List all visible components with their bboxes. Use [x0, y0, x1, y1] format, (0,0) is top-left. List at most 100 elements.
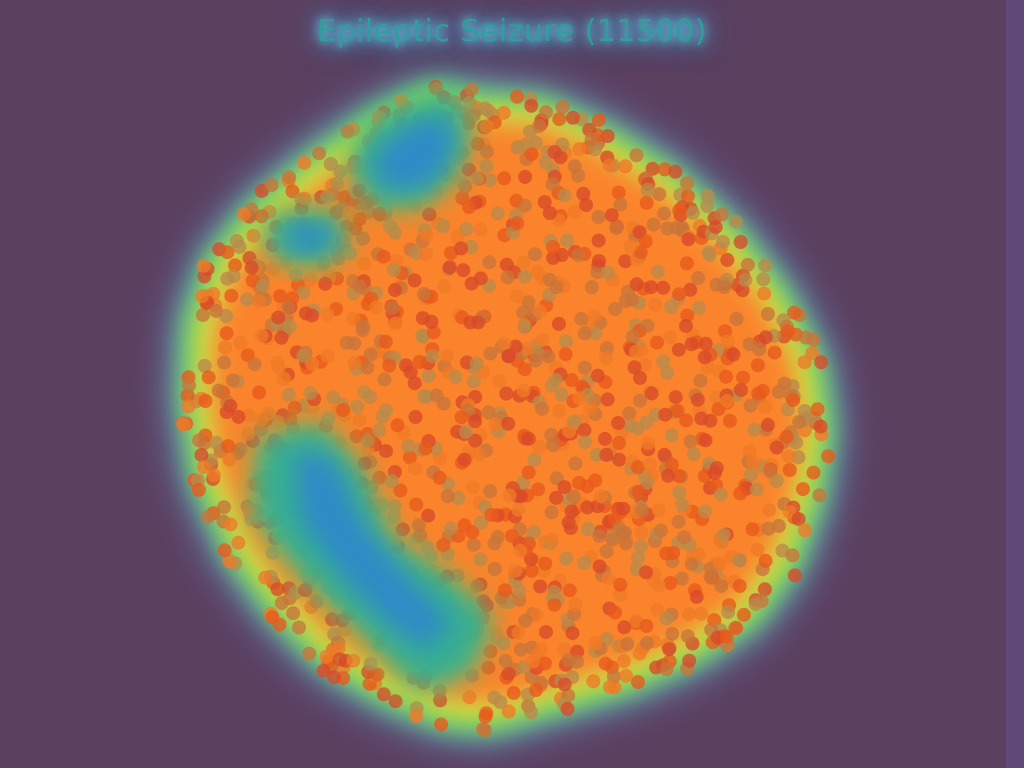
scatter-point: [559, 552, 573, 566]
scatter-point: [419, 247, 433, 261]
scatter-point: [729, 621, 743, 635]
scatter-point: [248, 357, 262, 371]
scatter-point: [436, 538, 450, 552]
scatter-point: [480, 599, 494, 613]
scatter-point: [303, 273, 317, 287]
scatter-point: [265, 178, 279, 192]
scatter-point: [658, 408, 672, 422]
scatter-point: [786, 393, 800, 407]
scatter-point: [690, 590, 704, 604]
scatter-point: [497, 106, 511, 120]
scatter-point: [568, 597, 582, 611]
scatter-point: [632, 485, 646, 499]
scatter-point: [408, 376, 422, 390]
scatter-point: [737, 608, 751, 622]
scatter-point: [510, 90, 524, 104]
scatter-point: [634, 539, 648, 553]
scatter-point: [560, 233, 574, 247]
scatter-point: [347, 356, 361, 370]
scatter-point: [289, 268, 303, 282]
scatter-point: [265, 610, 279, 624]
scatter-point: [312, 146, 326, 160]
scatter-point: [821, 449, 835, 463]
scatter-point: [346, 654, 360, 668]
scatter-point: [440, 349, 454, 363]
scatter-point: [573, 142, 587, 156]
scatter-point: [353, 279, 367, 293]
scatter-point: [467, 374, 481, 388]
scatter-point: [422, 369, 436, 383]
scatter-point: [631, 421, 645, 435]
scatter-point: [417, 287, 431, 301]
scatter-point: [443, 260, 457, 274]
scatter-point: [357, 385, 371, 399]
scatter-point: [503, 489, 517, 503]
scatter-point: [298, 583, 312, 597]
scatter-point: [612, 436, 626, 450]
scatter-point: [343, 246, 357, 260]
scatter-point: [792, 415, 806, 429]
scatter-point: [723, 414, 737, 428]
scatter-point: [552, 317, 566, 331]
scatter-point: [518, 170, 532, 184]
scatter-point: [592, 254, 606, 268]
scatter-point: [408, 273, 422, 287]
scatter-point: [464, 316, 478, 330]
scatter-point: [629, 148, 643, 162]
scatter-point: [320, 308, 334, 322]
scatter-point: [436, 219, 450, 233]
scatter-point: [470, 357, 484, 371]
scatter-point: [356, 232, 370, 246]
scatter-point: [444, 522, 458, 536]
scatter-point: [750, 543, 764, 557]
scatter-point: [708, 466, 722, 480]
scatter-point: [721, 335, 735, 349]
scatter-point: [598, 432, 612, 446]
scatter-point: [502, 349, 516, 363]
scatter-point: [361, 434, 375, 448]
scatter-point: [499, 654, 513, 668]
scatter-point: [437, 279, 451, 293]
scatter-point: [383, 219, 397, 233]
scatter-point: [672, 287, 686, 301]
scatter-point: [488, 562, 502, 576]
scatter-point: [617, 654, 631, 668]
scatter-point: [640, 196, 654, 210]
scatter-point: [746, 522, 760, 536]
scatter-point: [574, 312, 588, 326]
scatter-point: [482, 405, 496, 419]
scatter-point: [663, 331, 677, 345]
scatter-point: [608, 606, 622, 620]
scatter-point: [302, 647, 316, 661]
scatter-point: [377, 687, 391, 701]
scatter-point: [532, 119, 546, 133]
scatter-point: [350, 400, 364, 414]
scatter-point: [680, 256, 694, 270]
scatter-point: [698, 350, 712, 364]
scatter-point: [738, 273, 752, 287]
scatter-point: [531, 482, 545, 496]
scatter-point: [196, 308, 210, 322]
scatter-point: [635, 504, 649, 518]
scatter-point: [401, 439, 415, 453]
scatter-point: [412, 518, 426, 532]
scatter-point: [487, 536, 501, 550]
scatter-point: [284, 412, 298, 426]
scatter-point: [726, 348, 740, 362]
scatter-point: [479, 119, 493, 133]
scatter-point: [212, 384, 226, 398]
scatter-point: [566, 626, 580, 640]
scatter-point: [713, 557, 727, 571]
scatter-point: [605, 208, 619, 222]
scatter-point: [814, 355, 828, 369]
scatter-point: [396, 522, 410, 536]
scatter-point: [807, 466, 821, 480]
scatter-point: [573, 391, 587, 405]
scatter-point: [662, 642, 676, 656]
scatter-point: [340, 336, 354, 350]
scatter-point: [478, 723, 492, 737]
scatter-point: [761, 522, 775, 536]
scatter-point: [651, 265, 665, 279]
scatter-point: [668, 165, 682, 179]
